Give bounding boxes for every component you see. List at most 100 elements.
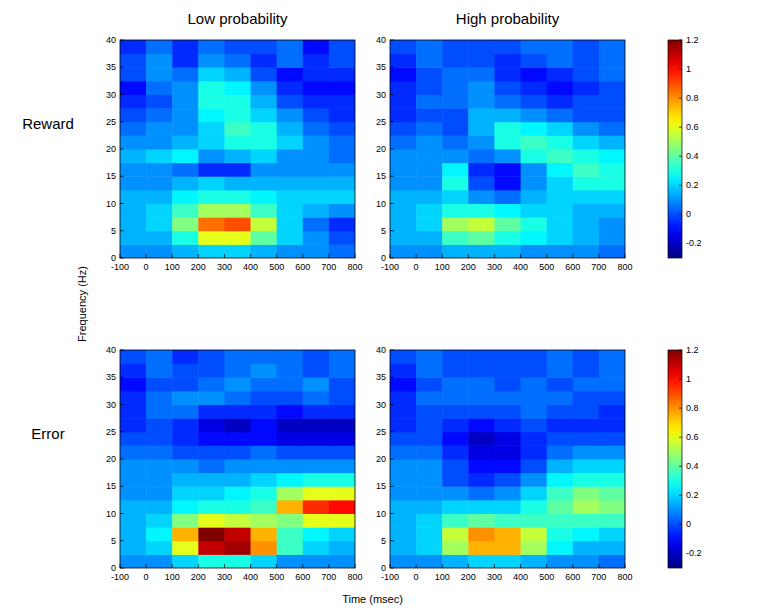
x-tick-label: 800 xyxy=(617,262,632,272)
heat-cell xyxy=(468,500,495,514)
y-tick xyxy=(120,40,124,41)
heat-cell xyxy=(224,377,251,391)
heat-cell xyxy=(198,377,225,391)
heat-cell xyxy=(329,514,355,528)
heat-cell xyxy=(329,554,355,568)
colorbar-scale xyxy=(668,350,682,568)
colorbar-tick-label: 0 xyxy=(686,209,691,219)
heat-cell xyxy=(390,190,417,204)
heat-cell xyxy=(573,527,600,541)
heat-cell xyxy=(442,514,469,528)
colorbar-tick xyxy=(679,185,682,186)
heat-cell xyxy=(277,364,304,378)
heat-cell xyxy=(599,149,625,163)
cells xyxy=(390,40,625,258)
colorbar-tick-label: 0.4 xyxy=(686,461,699,471)
heat-cell xyxy=(251,54,278,68)
frame xyxy=(390,350,625,568)
heat-cell xyxy=(521,81,548,95)
heat-cell xyxy=(198,163,225,177)
heat-cell xyxy=(224,190,251,204)
colorbar-tick xyxy=(679,350,682,351)
cells xyxy=(120,350,355,568)
y-tick-label: 25 xyxy=(376,427,386,437)
heat-cell xyxy=(416,445,443,459)
x-tick xyxy=(224,254,225,258)
heat-cell xyxy=(521,231,548,245)
heat-cell xyxy=(146,405,173,419)
y-tick-label: 0 xyxy=(111,253,116,263)
heat-cell xyxy=(146,500,173,514)
heat-cell xyxy=(521,500,548,514)
heat-cell xyxy=(251,135,278,149)
heat-cell xyxy=(547,514,574,528)
heat-cell xyxy=(573,67,600,81)
panel: -100010020030040050060070080005101520253… xyxy=(376,35,633,272)
heat-cell xyxy=(521,514,548,528)
heat-cell xyxy=(521,108,548,122)
heat-cell xyxy=(224,149,251,163)
y-tick xyxy=(390,513,394,514)
heat-cell xyxy=(224,514,251,528)
x-tick xyxy=(625,254,626,258)
heat-cell xyxy=(390,108,417,122)
x-tick xyxy=(494,254,495,258)
x-tick-label: 500 xyxy=(269,572,284,582)
heat-cell xyxy=(573,204,600,218)
heat-cell xyxy=(442,149,469,163)
y-axis-title: Frequency (Hz) xyxy=(76,266,88,342)
heat-cell xyxy=(120,500,147,514)
heat-cell xyxy=(146,135,173,149)
heat-cell xyxy=(251,445,278,459)
x-tick-label: -100 xyxy=(381,572,399,582)
heat-cell xyxy=(599,527,625,541)
heat-cell xyxy=(521,473,548,487)
colorbar-tick xyxy=(679,156,682,157)
heat-cell xyxy=(172,163,199,177)
heat-cell xyxy=(521,527,548,541)
heat-cell xyxy=(521,54,548,68)
x-tick xyxy=(146,254,147,258)
x-tick-label: 400 xyxy=(243,262,258,272)
y-tick-label: 0 xyxy=(381,563,386,573)
heat-cell xyxy=(547,527,574,541)
heat-cell xyxy=(198,108,225,122)
heat-cell xyxy=(277,135,304,149)
colorbar-tick-label: 1 xyxy=(686,374,691,384)
heat-cell xyxy=(224,445,251,459)
heat-cell xyxy=(416,176,443,190)
x-tick-label: 600 xyxy=(565,572,580,582)
heat-cell xyxy=(329,377,355,391)
y-tick xyxy=(390,149,394,150)
heat-cell xyxy=(224,405,251,419)
heat-cell xyxy=(521,176,548,190)
heat-cell xyxy=(277,445,304,459)
heat-cell xyxy=(120,445,147,459)
heat-cell xyxy=(277,541,304,555)
heat-cell xyxy=(468,418,495,432)
heat-cell xyxy=(468,81,495,95)
heat-cell xyxy=(547,67,574,81)
heat-cell xyxy=(599,541,625,555)
heat-cell xyxy=(303,149,330,163)
heat-cell xyxy=(303,176,330,190)
heat-cell xyxy=(442,54,469,68)
x-tick xyxy=(572,254,573,258)
x-tick-label: 700 xyxy=(321,262,336,272)
heat-cell xyxy=(120,432,147,446)
heat-cell xyxy=(303,95,330,109)
heat-cell xyxy=(521,364,548,378)
x-tick-label: 400 xyxy=(513,572,528,582)
heat-cell xyxy=(547,541,574,555)
heat-cell xyxy=(494,231,521,245)
heat-cell xyxy=(224,541,251,555)
heat-cell xyxy=(468,190,495,204)
heat-cell xyxy=(416,217,443,231)
heat-cell xyxy=(120,135,147,149)
x-tick-label: 100 xyxy=(435,572,450,582)
heat-cell xyxy=(329,204,355,218)
heat-cell xyxy=(172,190,199,204)
heat-cell xyxy=(172,95,199,109)
heat-cell xyxy=(416,459,443,473)
heat-cell xyxy=(198,217,225,231)
